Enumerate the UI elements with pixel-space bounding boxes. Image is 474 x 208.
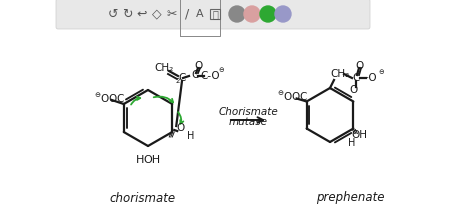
Circle shape — [275, 6, 291, 22]
Text: prephenate: prephenate — [316, 192, 384, 204]
Text: O: O — [350, 85, 358, 95]
Text: C: C — [178, 73, 186, 83]
Text: A: A — [196, 9, 204, 19]
Text: $^{\ominus}$: $^{\ominus}$ — [219, 67, 226, 77]
Text: $^{\ominus}$OOC: $^{\ominus}$OOC — [277, 90, 308, 103]
Text: C: C — [352, 73, 360, 83]
Text: ↩: ↩ — [137, 7, 147, 21]
Text: $^{\ominus}$OOC: $^{\ominus}$OOC — [94, 92, 125, 105]
Text: ·O: ·O — [366, 73, 378, 83]
Text: H: H — [187, 131, 194, 141]
Text: ✂: ✂ — [167, 7, 177, 21]
Text: O: O — [195, 61, 203, 71]
FancyArrowPatch shape — [154, 97, 173, 102]
Circle shape — [229, 6, 245, 22]
Text: C: C — [191, 70, 199, 80]
Circle shape — [260, 6, 276, 22]
Text: O: O — [356, 61, 364, 71]
Text: ⛰: ⛰ — [212, 9, 218, 19]
Text: H: H — [136, 155, 144, 165]
Text: /: / — [185, 7, 189, 21]
Text: OH: OH — [144, 155, 161, 165]
Text: CH₂: CH₂ — [155, 63, 173, 73]
Text: ↺: ↺ — [108, 7, 118, 21]
FancyArrowPatch shape — [131, 97, 140, 105]
Text: C-O: C-O — [200, 71, 220, 81]
Text: 2: 2 — [176, 78, 180, 84]
Text: O: O — [176, 123, 184, 133]
Text: Chorismate: Chorismate — [218, 107, 278, 117]
Text: ◇: ◇ — [152, 7, 162, 21]
Text: chorismate: chorismate — [110, 192, 176, 204]
FancyArrowPatch shape — [231, 117, 263, 123]
Text: CH₂: CH₂ — [330, 69, 350, 79]
Text: $^{\ominus}$: $^{\ominus}$ — [378, 69, 385, 79]
Text: H: H — [348, 137, 355, 147]
Text: mutase: mutase — [228, 117, 267, 127]
Text: ↻: ↻ — [122, 7, 132, 21]
FancyBboxPatch shape — [56, 0, 370, 29]
FancyArrowPatch shape — [178, 112, 183, 124]
Circle shape — [244, 6, 260, 22]
Text: OH: OH — [351, 130, 367, 140]
